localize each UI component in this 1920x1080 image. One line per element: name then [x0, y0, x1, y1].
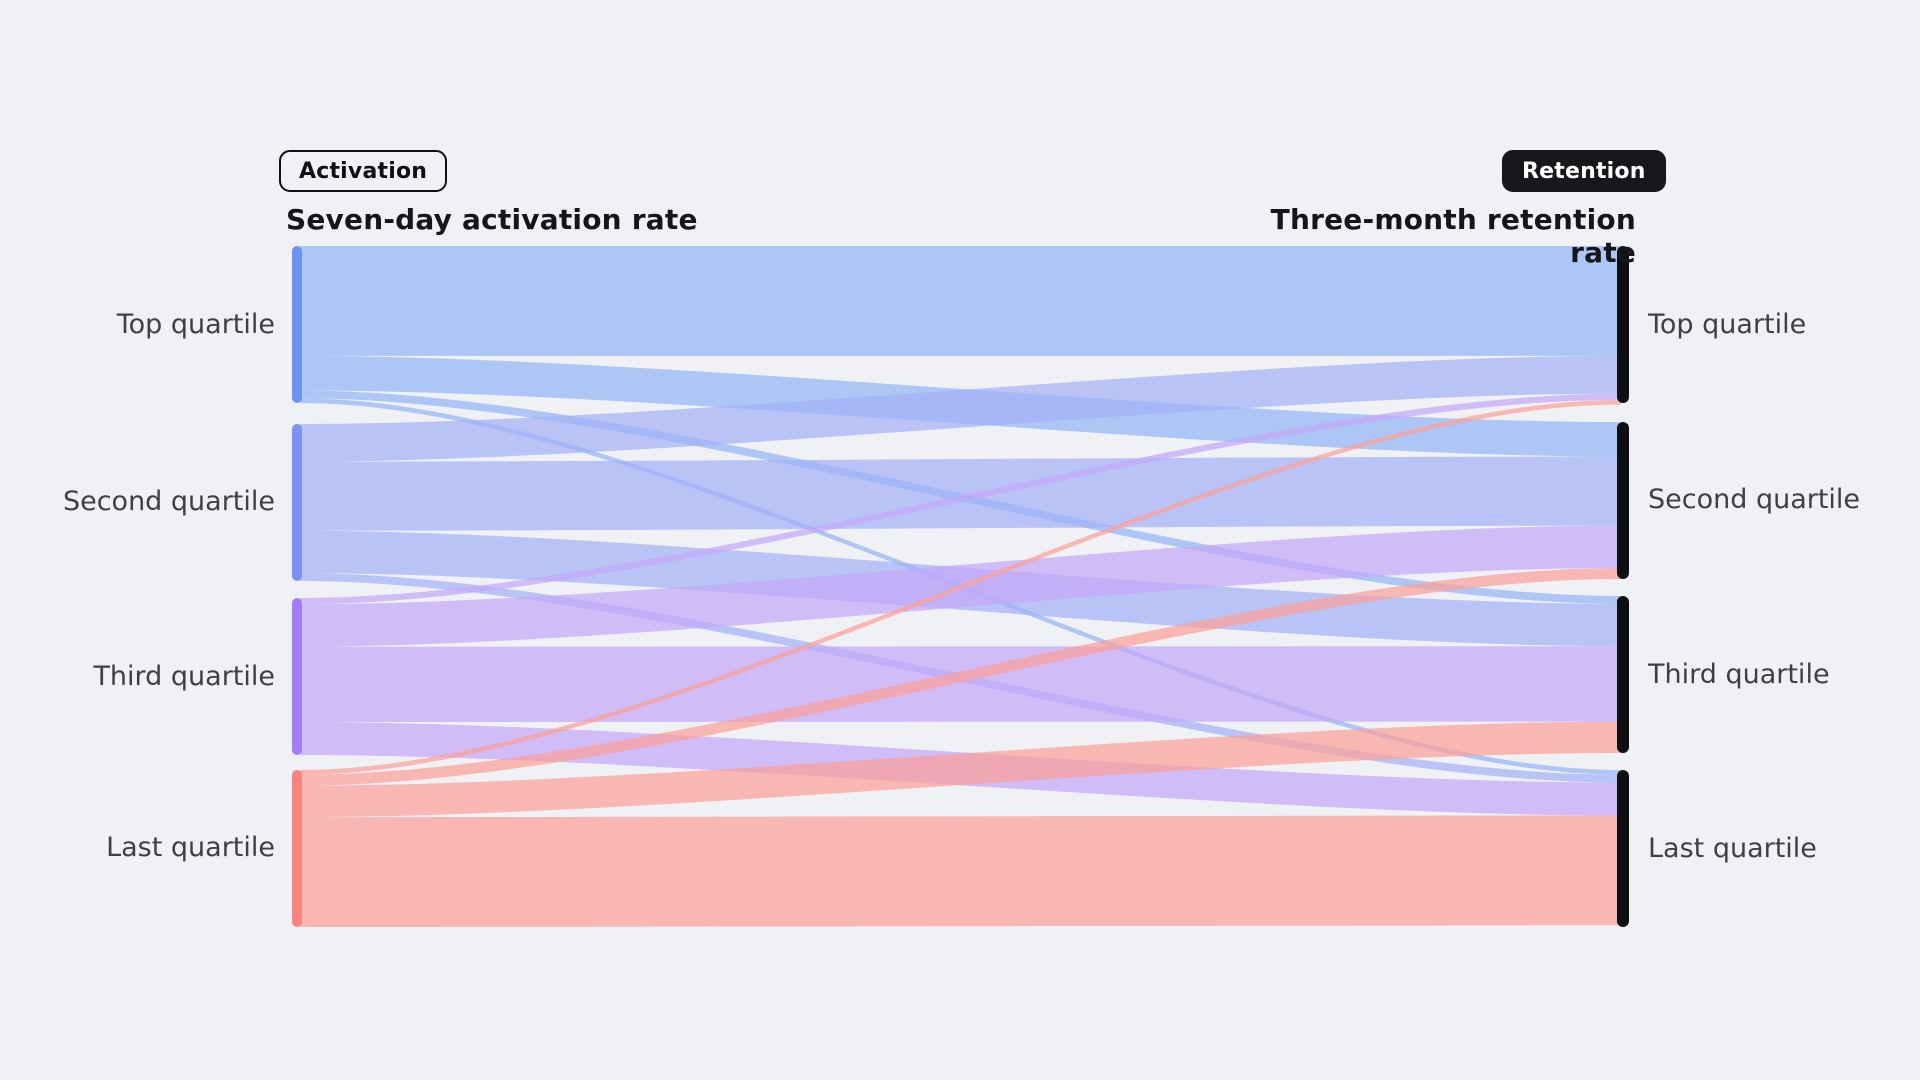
sankey-link-last-quartile-to-second-quartile[interactable]	[300, 568, 1621, 786]
activation-tag-button[interactable]: Activation	[279, 150, 448, 192]
retention-tag-label: Retention	[1522, 158, 1646, 184]
sankey-link-top-quartile-to-top-quartile[interactable]	[300, 246, 1621, 356]
sankey-right-node-top-quartile[interactable]	[1617, 246, 1629, 403]
right-column-title: Three-month retention rate	[1270, 203, 1636, 269]
sankey-left-node-top-quartile[interactable]	[292, 246, 302, 403]
sankey-left-node-last-quartile[interactable]	[292, 770, 302, 927]
sankey-right-node-last-quartile[interactable]	[1617, 770, 1629, 927]
left-node-label-second-quartile: Second quartile	[62, 486, 275, 517]
sankey-link-last-quartile-to-third-quartile[interactable]	[300, 721, 1621, 818]
sankey-link-third-quartile-to-top-quartile[interactable]	[300, 393, 1621, 605]
left-node-label-last-quartile: Last quartile	[106, 832, 275, 863]
sankey-link-last-quartile-to-last-quartile[interactable]	[300, 815, 1621, 927]
sankey-left-node-second-quartile[interactable]	[292, 424, 302, 581]
right-node-label-third-quartile: Third quartile	[1648, 659, 1830, 690]
sankey-link-last-quartile-to-top-quartile[interactable]	[300, 399, 1621, 775]
sankey-link-second-quartile-to-top-quartile[interactable]	[300, 355, 1621, 462]
left-node-label-top-quartile: Top quartile	[116, 309, 275, 340]
right-node-label-top-quartile: Top quartile	[1648, 309, 1807, 340]
right-node-label-second-quartile: Second quartile	[1648, 484, 1861, 515]
right-node-label-last-quartile: Last quartile	[1648, 833, 1817, 864]
sankey-right-node-second-quartile[interactable]	[1617, 422, 1629, 579]
activation-tag-label: Activation	[299, 158, 428, 184]
left-column-title: Seven-day activation rate	[286, 203, 698, 236]
sankey-left-node-third-quartile[interactable]	[292, 598, 302, 755]
sankey-link-third-quartile-to-third-quartile[interactable]	[300, 646, 1621, 723]
sankey-right-node-third-quartile[interactable]	[1617, 596, 1629, 753]
retention-tag-button[interactable]: Retention	[1502, 150, 1666, 192]
sankey-link-second-quartile-to-second-quartile[interactable]	[300, 456, 1621, 531]
left-node-label-third-quartile: Third quartile	[93, 661, 275, 692]
